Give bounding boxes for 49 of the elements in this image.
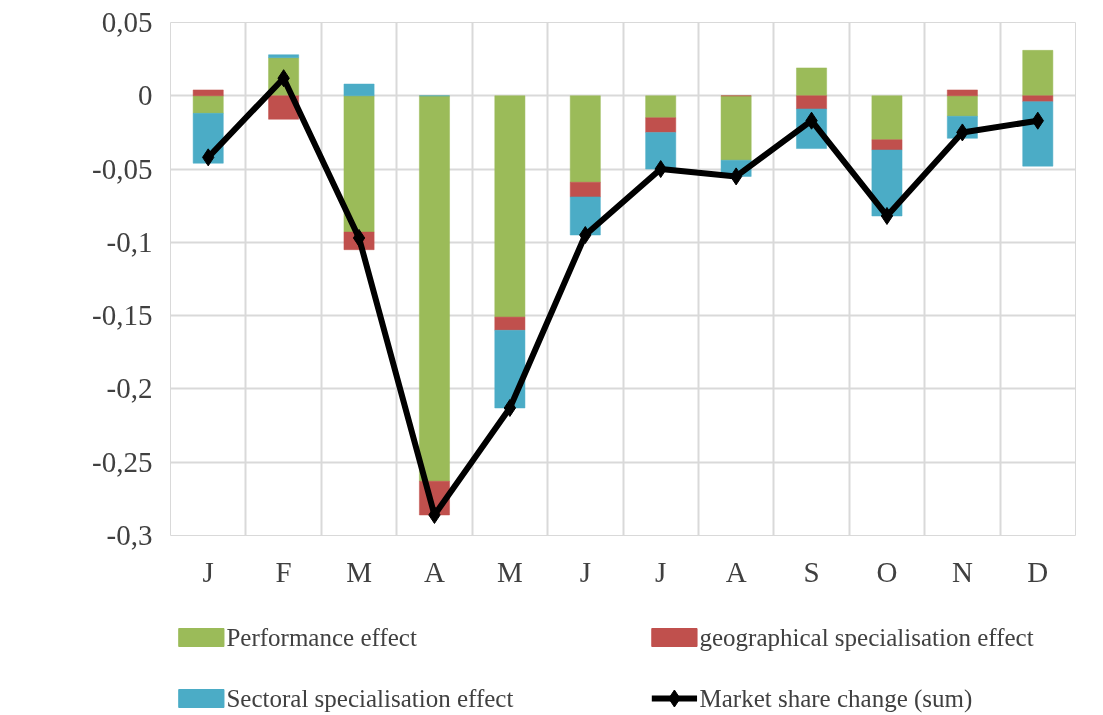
bar <box>871 139 903 151</box>
bar <box>419 95 450 482</box>
bar <box>796 95 827 110</box>
bar <box>645 95 677 119</box>
bar <box>1022 101 1054 167</box>
bar <box>268 54 299 58</box>
y-tick-label: -0,25 <box>92 445 153 478</box>
x-tick-label: M <box>496 555 523 588</box>
bar <box>494 95 526 318</box>
x-tick-label: J <box>579 555 591 588</box>
bar <box>1022 50 1054 97</box>
y-tick-label: -0,1 <box>106 225 153 258</box>
x-tick-label: N <box>951 555 973 588</box>
bar <box>796 67 827 97</box>
bar <box>871 95 903 141</box>
x-tick-label: J <box>202 555 214 588</box>
bar <box>947 89 978 97</box>
x-tick-label: A <box>423 555 445 588</box>
x-tick-label: O <box>876 555 898 588</box>
y-tick-label: 0,05 <box>101 6 153 38</box>
bar <box>947 95 978 117</box>
x-tick-label: A <box>725 555 747 588</box>
bar <box>645 117 677 133</box>
bar <box>192 89 224 97</box>
y-tick-label: 0 <box>138 79 153 112</box>
x-tick-label: M <box>346 555 372 588</box>
bar <box>569 95 601 183</box>
legend-label: Sectoral specialisation effect <box>226 685 514 712</box>
x-tick-label: F <box>275 555 292 588</box>
y-tick-label: -0,2 <box>106 372 153 405</box>
legend-label: geographical specialisation effect <box>699 624 1034 651</box>
bar <box>494 316 526 331</box>
legend-label: Market share change (sum) <box>699 685 973 713</box>
x-tick-label: J <box>655 555 667 588</box>
bar <box>720 95 752 161</box>
x-tick-label: S <box>803 555 820 588</box>
point <box>880 206 894 225</box>
y-tick-label: -0,3 <box>106 519 153 551</box>
y-tick-label: -0,15 <box>92 299 153 332</box>
bar <box>343 83 375 97</box>
legend-label: Performance effect <box>226 624 417 651</box>
y-tick-label: -0,05 <box>92 152 153 185</box>
bar <box>1022 95 1054 102</box>
x-tick-label: D <box>1027 555 1049 588</box>
bar <box>343 95 375 233</box>
bar <box>645 132 677 170</box>
bar <box>192 95 224 114</box>
bar <box>569 182 601 198</box>
point <box>503 398 517 417</box>
